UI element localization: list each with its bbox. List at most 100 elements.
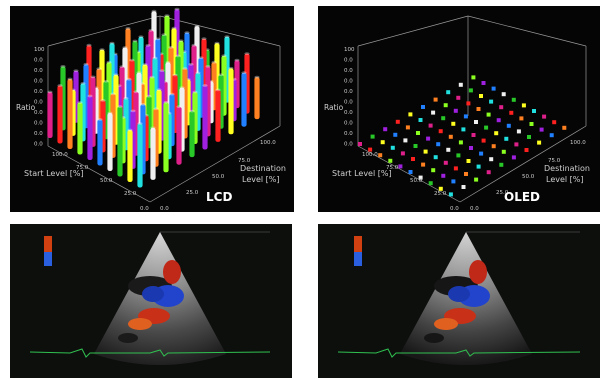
oled-dot bbox=[368, 147, 373, 152]
lcd-bar-top bbox=[228, 66, 234, 70]
lcd-bar-top bbox=[129, 58, 135, 62]
lcd-y-tick: 0.0 bbox=[160, 206, 169, 212]
oled-z-ticks: 100 0.0 0.0 0.0 0.0 0.0 0.0 0.0 0.0 0.0 bbox=[344, 47, 355, 148]
lcd-bar bbox=[77, 102, 83, 155]
oled-x-tick: 0.0 bbox=[450, 206, 459, 212]
lcd-bar-top bbox=[176, 105, 182, 109]
lcd-bar-top bbox=[156, 88, 162, 92]
lcd-z-tick: 0.0 bbox=[34, 89, 43, 95]
oled-dot bbox=[443, 160, 448, 165]
lcd-bar bbox=[137, 123, 143, 188]
color-scale-bar bbox=[354, 236, 362, 252]
lcd-bar bbox=[57, 85, 63, 144]
lcd-bar-top bbox=[234, 58, 240, 62]
lcd-x-tick: 50.0 bbox=[100, 178, 113, 184]
oled-y-tick: 100.0 bbox=[570, 140, 586, 146]
oled-dot bbox=[446, 90, 451, 95]
lcd-y-tick: 50.0 bbox=[212, 174, 225, 180]
oled-dot bbox=[436, 142, 441, 147]
ultrasound-image-left bbox=[10, 224, 292, 378]
lcd-bar bbox=[97, 119, 103, 166]
ecg-trace bbox=[337, 348, 581, 358]
lcd-bar-top bbox=[97, 118, 103, 121]
oled-dot bbox=[358, 142, 362, 146]
color-scale-bar bbox=[44, 236, 52, 252]
oled-dot bbox=[466, 101, 471, 106]
lcd-bar-top bbox=[202, 84, 208, 87]
lcd-bar bbox=[241, 72, 247, 127]
oled-chart: 100 0.0 0.0 0.0 0.0 0.0 0.0 0.0 0.0 0.0 100.0 75.0… bbox=[324, 15, 590, 212]
lcd-bar-top bbox=[161, 33, 167, 37]
lcd-bar-top bbox=[164, 14, 170, 17]
oled-y-tick: 75.0 bbox=[548, 158, 561, 164]
lcd-bar-top bbox=[130, 109, 136, 113]
oled-dot bbox=[416, 131, 420, 135]
ultrasound-scan-left bbox=[29, 231, 271, 365]
lcd-bar-top bbox=[90, 75, 96, 79]
lcd-bar-top bbox=[117, 105, 123, 108]
oled-dot bbox=[519, 116, 524, 121]
oled-dot bbox=[529, 122, 534, 126]
oled-z-tick: 0.0 bbox=[344, 142, 353, 148]
oled-dot bbox=[418, 118, 423, 122]
oled-dot bbox=[479, 151, 484, 156]
oled-x-ticks: 100.0 75.0 50.0 25.0 0.0 bbox=[362, 152, 459, 212]
lcd-x-ticks: 100.0 75.0 50.0 25.0 0.0 bbox=[52, 152, 149, 212]
oled-dot bbox=[511, 97, 516, 102]
oled-dot bbox=[471, 75, 476, 80]
lcd-z-tick: 0.0 bbox=[34, 142, 43, 148]
lcd-bar-top bbox=[254, 75, 260, 79]
oled-dot bbox=[431, 110, 436, 115]
oled-dot bbox=[413, 144, 418, 148]
oled-dot bbox=[516, 129, 521, 134]
oled-dot bbox=[491, 144, 496, 149]
oled-dot bbox=[448, 192, 453, 197]
lcd-bar-top bbox=[184, 31, 190, 34]
oled-dot bbox=[466, 159, 471, 163]
ultrasound-scan-right bbox=[337, 231, 581, 365]
lcd-bar-top bbox=[150, 126, 156, 130]
oled-dot bbox=[426, 136, 431, 141]
lcd-bar-top bbox=[214, 41, 220, 45]
lcd-bar-top bbox=[205, 65, 211, 68]
lcd-bars bbox=[47, 7, 260, 188]
oled-y-ticks: 0.0 25.0 50.0 75.0 100.0 bbox=[470, 140, 586, 212]
lcd-bar-top bbox=[110, 92, 116, 96]
oled-dot bbox=[453, 166, 458, 171]
oled-dot bbox=[532, 109, 536, 113]
doppler-red-flow bbox=[469, 260, 487, 284]
oled-dot bbox=[400, 151, 405, 156]
lcd-bar-top bbox=[113, 73, 119, 77]
oled-dot bbox=[421, 105, 425, 109]
oled-x-tick: 50.0 bbox=[410, 178, 423, 184]
oled-z-tick: 0.0 bbox=[344, 89, 353, 95]
lcd-z-ticks: 100 0.0 0.0 0.0 0.0 0.0 0.0 0.0 0.0 0.0 bbox=[34, 47, 45, 148]
oled-dot bbox=[552, 120, 557, 125]
lcd-bar-top bbox=[192, 90, 198, 94]
lcd-bar-top bbox=[169, 92, 175, 96]
lcd-bar-top bbox=[99, 48, 105, 51]
oled-dot bbox=[443, 103, 448, 108]
lcd-bar-top bbox=[60, 65, 66, 68]
lcd-bar bbox=[67, 79, 73, 149]
lcd-axis-z-label: Ratio bbox=[16, 103, 36, 112]
lcd-bar-top bbox=[73, 69, 79, 73]
oled-dot bbox=[438, 186, 443, 191]
oled-dot bbox=[501, 149, 506, 154]
lcd-chart: 100 0.0 0.0 0.0 0.0 0.0 0.0 0.0 0.0 0.0 100.0 75.0… bbox=[16, 7, 286, 212]
oled-dot bbox=[456, 153, 461, 158]
oled-axis-frame bbox=[357, 15, 587, 203]
oled-dot bbox=[411, 157, 415, 161]
lcd-bar bbox=[215, 89, 221, 142]
lcd-chart-panel: 100 0.0 0.0 0.0 0.0 0.0 0.0 0.0 0.0 0.0 100.0 75.0… bbox=[10, 6, 294, 212]
lcd-bar-top bbox=[146, 94, 152, 98]
lcd-x-tick: 100.0 bbox=[52, 152, 68, 158]
oled-z-tick: 0.0 bbox=[344, 110, 353, 116]
oled-dot bbox=[431, 168, 436, 173]
oled-dot bbox=[451, 121, 456, 126]
oled-dot bbox=[537, 140, 542, 145]
lcd-bar-top bbox=[138, 35, 144, 39]
oled-dot bbox=[527, 135, 531, 139]
oled-y-tick: 0.0 bbox=[470, 206, 479, 212]
lcd-bar-top bbox=[145, 44, 151, 47]
